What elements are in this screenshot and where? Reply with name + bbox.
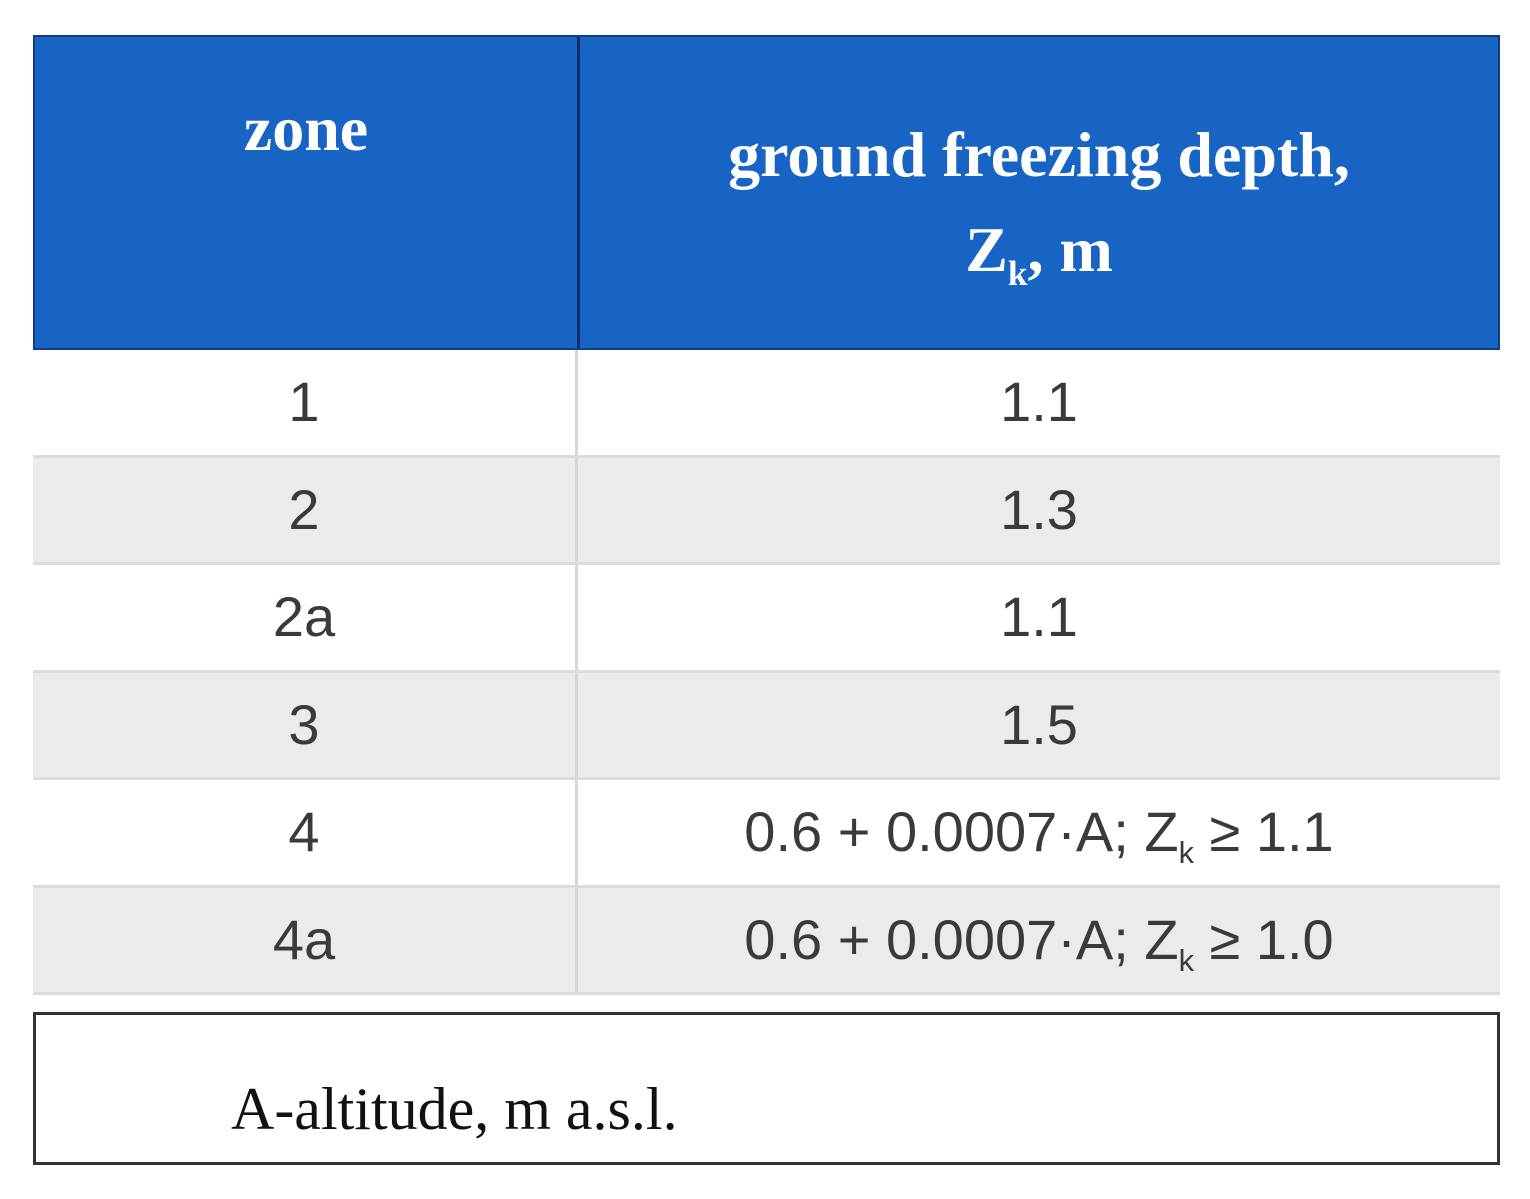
depth-text: 0.6 + 0.0007·A; Z [744,800,1179,863]
depth-text: 1.1 [1000,585,1078,648]
zone-cell: 4 [33,780,578,885]
depth-cell: 0.6 + 0.0007·A; Zk ≥ 1.0 [578,888,1500,993]
depth-text: 0.6 + 0.0007·A; Z [744,907,1179,971]
table-row: 4 0.6 + 0.0007·A; Zk ≥ 1.1 [33,780,1500,888]
table-body: 1 1.1 2 1.3 2a 1.1 3 1.5 4 0.6 + 0.0007·A; Zk ≥ 1… [33,350,1500,995]
table-header: zone ground freezing depth, Zk, m [33,35,1500,350]
depth-bound: ≥ 1.0 [1193,907,1334,971]
table-row: 3 1.5 [33,672,1500,780]
subscript: k [1178,942,1194,978]
table: zone ground freezing depth, Zk, m 1 1.1 2 1… [33,35,1500,995]
depth-cell: 1.5 [578,673,1500,778]
table-row: 2 1.3 [33,457,1500,565]
header-cell: zone [35,37,580,348]
depth-cell: 1.1 [578,565,1500,670]
depth-cell: 1.1 [578,350,1500,455]
unit: , m [1027,214,1113,285]
depth-text: 1.1 [1000,370,1078,433]
depth-cell: 0.6 + 0.0007·A; Zk ≥ 1.1 [578,780,1500,885]
depth-bound: ≥ 1.1 [1193,800,1334,863]
zone-cell: 4a [33,887,578,992]
zone-cell: 3 [33,672,578,777]
table-row: 2a 1.1 [33,565,1500,673]
header-cell: ground freezing depth, Zk, m [580,37,1498,348]
header-unit: Zk, m [580,187,1498,336]
zone-cell: 2a [33,565,578,670]
depth-text: 1.3 [1000,477,1078,541]
depth-cell: 1.3 [578,458,1500,563]
symbol: Z [965,214,1008,285]
footnote-box: A-altitude, m a.s.l. [33,1012,1500,1165]
zone-cell: 2 [33,457,578,562]
footnote: A-altitude, m a.s.l. [231,1076,678,1142]
table-row: 4a 0.6 + 0.0007·A; Zk ≥ 1.0 [33,887,1500,995]
subscript: k [1007,253,1028,293]
table-row: 1 1.1 [33,350,1500,458]
depth-text: 1.5 [1000,692,1078,756]
header-text: ground freezing depth, [728,119,1350,190]
subscript: k [1178,835,1194,871]
zone-cell: 1 [33,350,578,455]
